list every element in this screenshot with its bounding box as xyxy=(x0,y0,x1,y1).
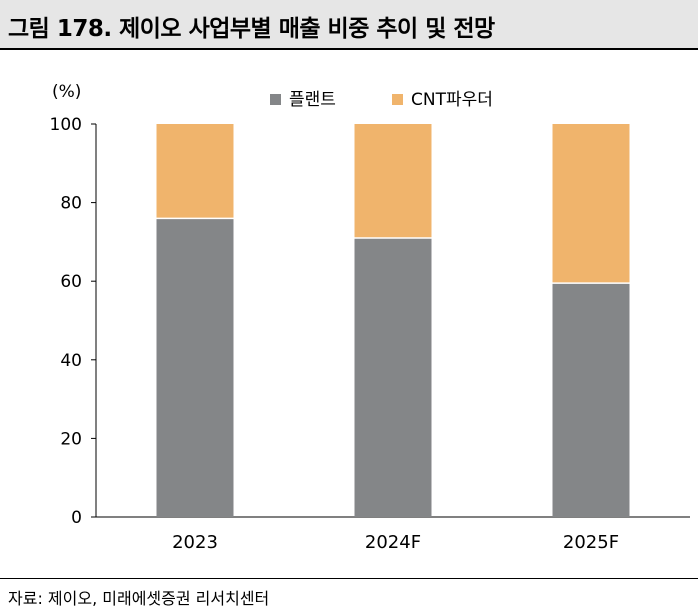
stacked-bar-chart: (%) 0 20 40 60 80 100 2023 2024F 2025F 플랜트 CNT파우더 xyxy=(50,82,690,553)
title-bar: 그림 178. 제이오 사업부별 매출 비중 추이 및 전망 xyxy=(0,0,698,50)
legend-plant-label: 플랜트 xyxy=(289,90,336,110)
bar-cnt-powder-2024F xyxy=(354,124,432,238)
bar-cnt-powder-2023 xyxy=(156,124,234,219)
x-tick-label-2023: 2023 xyxy=(172,532,218,553)
y-tick-label-80: 80 xyxy=(60,194,82,214)
x-tick-label-2025F: 2025F xyxy=(563,532,619,553)
bar-plant-2024F xyxy=(354,237,432,517)
legend-cnt-powder-label: CNT파우더 xyxy=(411,90,493,110)
bar-plant-2025F xyxy=(552,283,630,517)
source-divider xyxy=(0,578,698,579)
figure-title: 그림 178. 제이오 사업부별 매출 비중 추이 및 전망 xyxy=(8,16,495,42)
y-tick-label-40: 40 xyxy=(60,351,82,371)
x-tick-label-2024F: 2024F xyxy=(365,532,421,553)
y-tick-label-100: 100 xyxy=(50,115,82,135)
bar-plant-2023 xyxy=(156,218,234,517)
source-note: 자료: 제이오, 미래에셋증권 리서치센터 xyxy=(8,589,270,608)
bar-cnt-powder-2025F xyxy=(552,124,630,284)
y-tick-label-60: 60 xyxy=(60,272,82,292)
y-tick-label-20: 20 xyxy=(60,429,82,449)
legend-cnt-powder-swatch xyxy=(392,94,403,105)
y-tick-label-0: 0 xyxy=(71,508,82,528)
y-unit-label: (%) xyxy=(52,82,81,102)
legend-plant-swatch xyxy=(270,94,281,105)
